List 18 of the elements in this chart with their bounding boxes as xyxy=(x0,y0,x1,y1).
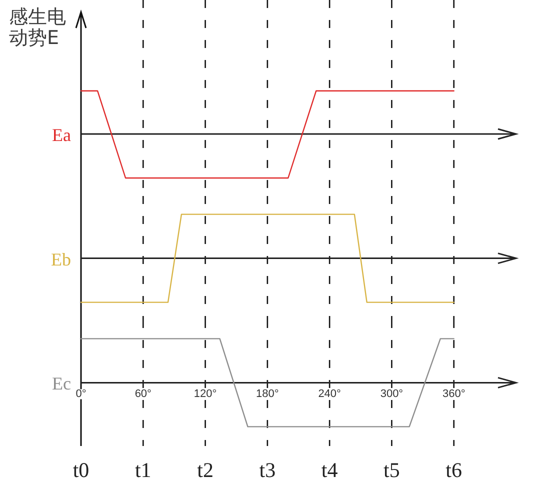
ref-line-label: t3 xyxy=(259,458,276,482)
series-label: Ea xyxy=(52,125,71,145)
ref-line-label: t1 xyxy=(134,458,152,482)
x-tick-label: 0° xyxy=(76,388,86,400)
series-label: Eb xyxy=(51,249,71,270)
y-axis-title: 感生电动势E xyxy=(9,6,67,49)
x-tick-label: 240° xyxy=(318,388,341,400)
x-tick-label: 300° xyxy=(380,388,404,400)
series-label: Ec xyxy=(52,374,71,394)
x-tick-label: 360° xyxy=(442,388,466,400)
ref-line-label: t5 xyxy=(384,458,400,482)
ref-line-label: t0 xyxy=(72,458,90,482)
ref-line-label: t6 xyxy=(446,458,462,482)
x-tick-label: 120° xyxy=(194,388,217,400)
x-tick-label: 60° xyxy=(134,388,152,400)
x-tick-label: 180° xyxy=(256,388,279,400)
ref-line-label: t2 xyxy=(197,458,214,482)
ref-line-label: t4 xyxy=(321,458,338,482)
